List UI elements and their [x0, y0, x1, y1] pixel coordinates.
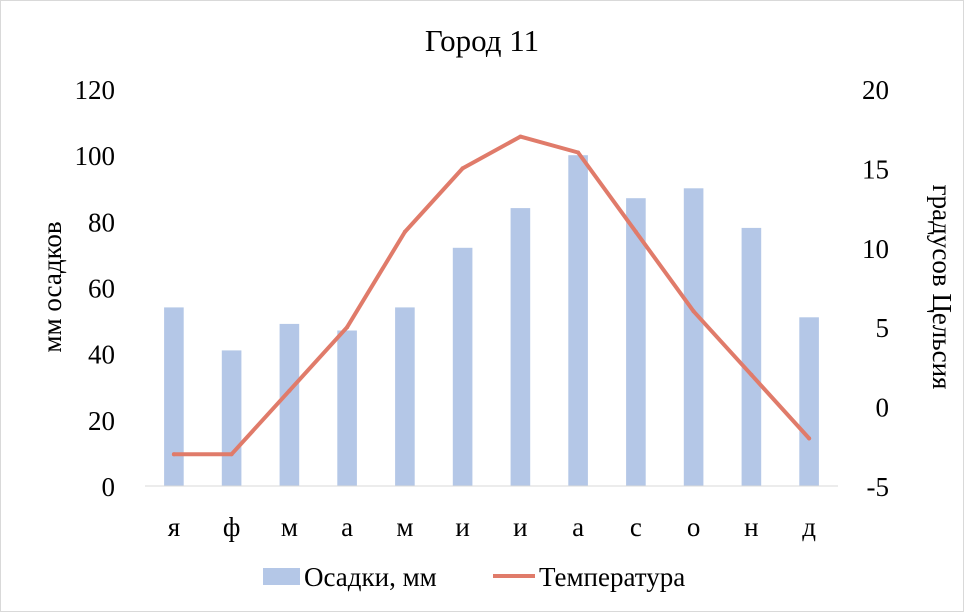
y-left-tick-label: 40	[88, 340, 115, 370]
temperature-line	[171, 134, 812, 457]
temperature-point	[229, 452, 234, 457]
legend-line-label: Температура	[539, 562, 685, 592]
temperature-point	[287, 388, 292, 393]
x-tick-label: и	[455, 512, 469, 542]
y-left-tick-label: 100	[75, 141, 116, 171]
bar-series	[164, 155, 819, 487]
y-right-tick-label: 15	[862, 154, 889, 184]
temperature-point	[345, 325, 350, 330]
x-tick-label: м	[281, 512, 298, 542]
legend: Осадки, мм Температура	[263, 562, 685, 592]
precipitation-bar	[626, 198, 646, 486]
y-right-tick-labels: -5 0 5 10 15 20	[862, 75, 889, 502]
temperature-point	[460, 166, 465, 171]
precipitation-bar	[221, 350, 242, 486]
precipitation-bar	[452, 247, 473, 486]
y-right-tick-label: -5	[867, 472, 890, 502]
y-left-tick-label: 80	[88, 207, 115, 237]
legend-bar-label: Осадки, мм	[304, 562, 437, 592]
temperature-point	[402, 229, 407, 234]
x-tick-label: я	[168, 512, 180, 542]
y-left-axis-label: мм осадков	[37, 221, 67, 352]
y-right-tick-label: 0	[876, 393, 890, 423]
x-tick-label: ф	[223, 512, 241, 542]
y-left-tick-label: 20	[88, 406, 115, 436]
x-tick-label: м	[396, 512, 413, 542]
y-right-tick-label: 5	[876, 313, 890, 343]
legend-bar-swatch	[263, 568, 300, 585]
x-tick-label: а	[341, 512, 353, 542]
precipitation-bar	[799, 317, 819, 486]
x-tick-label: а	[572, 512, 584, 542]
precipitation-bar	[337, 330, 357, 486]
precipitation-bar	[741, 227, 762, 486]
y-left-tick-label: 0	[102, 472, 116, 502]
y-left-tick-labels: 0 20 40 60 80 100 120	[75, 75, 116, 502]
precipitation-bar	[279, 323, 300, 486]
temperature-point	[518, 134, 523, 139]
x-tick-label: о	[687, 512, 701, 542]
x-tick-label: н	[744, 512, 758, 542]
line-series	[171, 134, 812, 457]
y-right-tick-label: 20	[862, 75, 889, 105]
y-left-tick-label: 120	[75, 75, 116, 105]
y-left-tick-label: 60	[88, 274, 115, 304]
precipitation-bar	[164, 307, 184, 486]
precipitation-bar	[568, 155, 588, 486]
x-tick-label: с	[630, 512, 642, 542]
x-tick-label: д	[802, 512, 816, 542]
temperature-point	[749, 372, 754, 377]
temperature-point	[633, 229, 638, 234]
y-right-tick-label: 10	[862, 234, 889, 264]
temperature-point	[576, 150, 581, 155]
precipitation-bar	[683, 188, 704, 487]
chart-title: Город 11	[425, 23, 539, 58]
temperature-point	[807, 436, 812, 441]
precipitation-bar	[510, 208, 531, 486]
precipitation-bar	[395, 307, 415, 486]
x-tick-label: и	[513, 512, 527, 542]
temperature-point	[171, 452, 176, 457]
y-right-axis-label: градусов Цельсия	[927, 185, 957, 390]
temperature-point	[691, 309, 696, 314]
